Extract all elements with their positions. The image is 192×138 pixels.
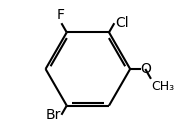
Text: Br: Br bbox=[45, 108, 61, 122]
Text: O: O bbox=[141, 62, 152, 76]
Text: F: F bbox=[57, 8, 65, 22]
Text: Cl: Cl bbox=[115, 16, 129, 30]
Text: CH₃: CH₃ bbox=[151, 80, 174, 93]
